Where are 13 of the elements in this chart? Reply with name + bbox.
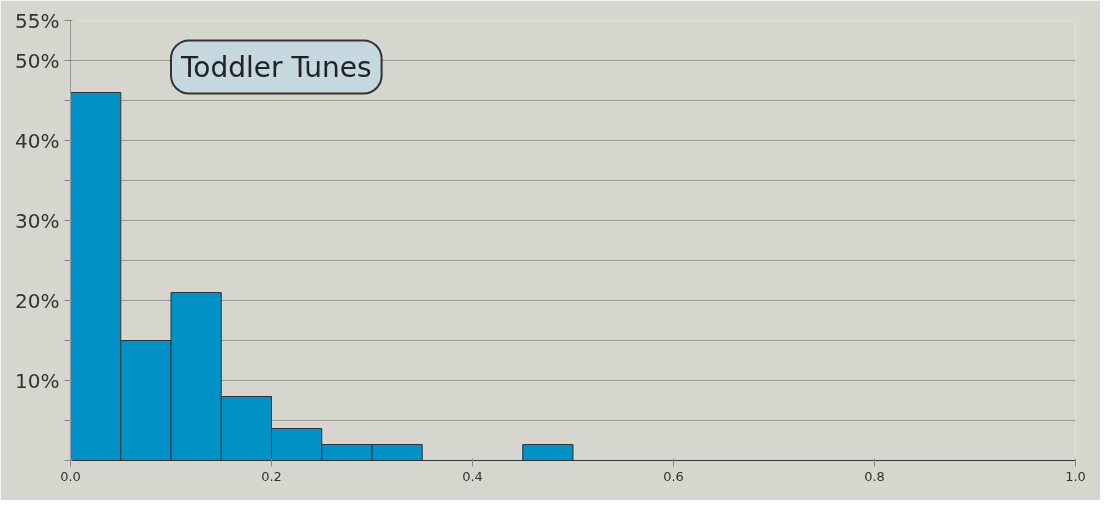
x-tick-label: 0.4	[462, 468, 483, 484]
y-tick-label: 50%	[15, 48, 60, 73]
x-tick-label: 0.6	[663, 468, 684, 484]
y-tick-label: 40%	[15, 128, 60, 153]
y-tick-label: 30%	[15, 208, 60, 233]
text: Toddler Tunes	[180, 50, 372, 84]
y-tick-label: 10%	[15, 368, 60, 393]
y-tick-label: 55%	[15, 8, 60, 33]
x-tick-label: 0.2	[261, 468, 282, 484]
x-tick-label: 1.0	[1065, 468, 1086, 484]
y-tick-label: 20%	[15, 288, 60, 313]
x-tick-label: 0.0	[60, 468, 81, 484]
x-tick-label: 0.8	[864, 468, 885, 484]
